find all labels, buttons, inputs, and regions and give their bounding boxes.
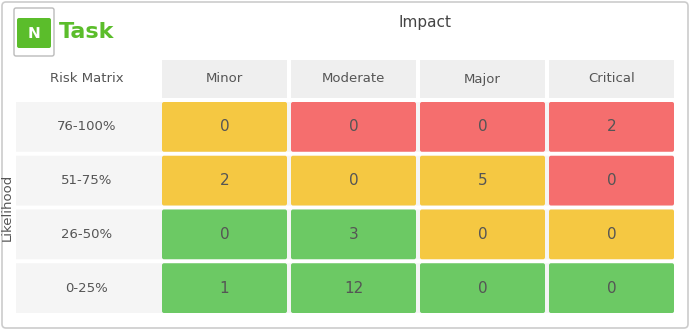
Text: Moderate: Moderate — [322, 73, 385, 85]
FancyBboxPatch shape — [14, 8, 54, 56]
FancyBboxPatch shape — [16, 156, 674, 206]
FancyBboxPatch shape — [162, 263, 287, 313]
Text: 0: 0 — [219, 227, 229, 242]
Text: ꓠ: ꓠ — [28, 25, 41, 41]
FancyBboxPatch shape — [291, 60, 416, 98]
Text: 51-75%: 51-75% — [61, 174, 112, 187]
Text: 0-25%: 0-25% — [66, 281, 108, 295]
FancyBboxPatch shape — [162, 60, 287, 98]
FancyBboxPatch shape — [420, 263, 545, 313]
Text: 0: 0 — [607, 280, 616, 296]
FancyBboxPatch shape — [291, 156, 416, 206]
Text: 0: 0 — [477, 119, 487, 134]
FancyBboxPatch shape — [420, 210, 545, 259]
Text: 0: 0 — [348, 119, 358, 134]
Text: Risk Matrix: Risk Matrix — [50, 73, 124, 85]
Text: 26-50%: 26-50% — [61, 228, 112, 241]
Text: Impact: Impact — [399, 15, 451, 29]
FancyBboxPatch shape — [162, 210, 287, 259]
Text: 0: 0 — [348, 173, 358, 188]
FancyBboxPatch shape — [549, 210, 674, 259]
Text: 0: 0 — [607, 227, 616, 242]
Text: 5: 5 — [477, 173, 487, 188]
FancyBboxPatch shape — [420, 102, 545, 152]
FancyBboxPatch shape — [17, 18, 51, 48]
Text: 0: 0 — [477, 280, 487, 296]
Text: 1: 1 — [219, 280, 229, 296]
Text: 2: 2 — [219, 173, 229, 188]
Text: 2: 2 — [607, 119, 616, 134]
Text: 3: 3 — [348, 227, 358, 242]
FancyBboxPatch shape — [291, 210, 416, 259]
Text: 76-100%: 76-100% — [57, 120, 117, 133]
Text: 12: 12 — [344, 280, 363, 296]
Text: 0: 0 — [219, 119, 229, 134]
FancyBboxPatch shape — [16, 210, 674, 259]
Text: Minor: Minor — [206, 73, 243, 85]
FancyBboxPatch shape — [549, 263, 674, 313]
Text: Critical: Critical — [588, 73, 635, 85]
FancyBboxPatch shape — [162, 102, 287, 152]
Text: Task: Task — [59, 22, 115, 42]
FancyBboxPatch shape — [291, 102, 416, 152]
FancyBboxPatch shape — [162, 156, 287, 206]
FancyBboxPatch shape — [420, 60, 545, 98]
FancyBboxPatch shape — [16, 263, 674, 313]
Text: 0: 0 — [607, 173, 616, 188]
FancyBboxPatch shape — [291, 263, 416, 313]
FancyBboxPatch shape — [549, 102, 674, 152]
Text: Major: Major — [464, 73, 501, 85]
FancyBboxPatch shape — [16, 102, 674, 152]
FancyBboxPatch shape — [549, 60, 674, 98]
FancyBboxPatch shape — [549, 156, 674, 206]
Text: 0: 0 — [477, 227, 487, 242]
FancyBboxPatch shape — [420, 156, 545, 206]
Text: Likelihood: Likelihood — [1, 174, 14, 241]
